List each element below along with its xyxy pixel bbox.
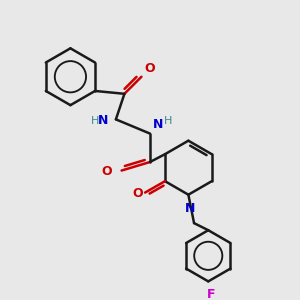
Text: N: N (153, 118, 163, 131)
Text: H: H (164, 116, 172, 127)
Text: H: H (90, 116, 99, 126)
Text: O: O (133, 188, 143, 200)
Text: O: O (101, 166, 112, 178)
Text: N: N (98, 114, 108, 127)
Text: O: O (144, 62, 155, 75)
Text: N: N (184, 202, 195, 215)
Text: F: F (207, 288, 215, 300)
